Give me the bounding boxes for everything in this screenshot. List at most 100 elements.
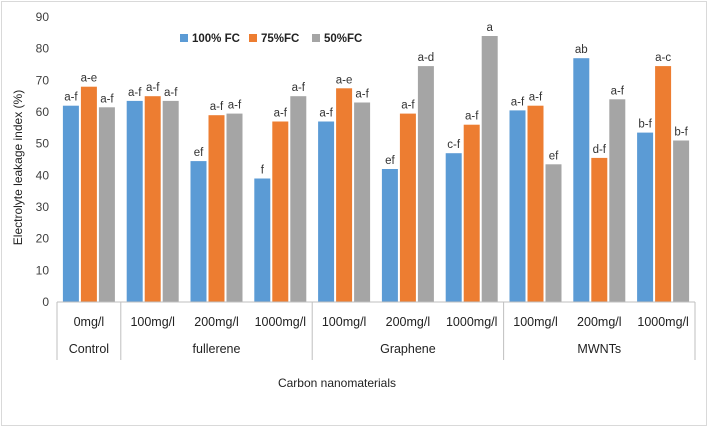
x-category-label: 1000mg/l bbox=[255, 315, 306, 329]
bar-data-label: a-e bbox=[336, 74, 353, 86]
x-group-label: MWNTs bbox=[577, 342, 621, 356]
x-group-label: fullerene bbox=[193, 342, 241, 356]
bar bbox=[98, 107, 115, 303]
legend-swatch bbox=[180, 34, 188, 42]
bar-data-label: c-f bbox=[447, 139, 461, 151]
bar bbox=[481, 36, 498, 302]
bar-data-label: a-f bbox=[228, 100, 242, 112]
bar-data-label: ef bbox=[385, 155, 395, 167]
legend-swatch bbox=[249, 34, 257, 42]
bar-data-label: a-f bbox=[319, 108, 333, 120]
x-category-label: 100mg/l bbox=[130, 315, 174, 329]
bar-data-label: ab bbox=[575, 44, 588, 56]
bar bbox=[509, 110, 526, 303]
bar bbox=[573, 58, 590, 303]
bar bbox=[144, 96, 161, 302]
x-category-label: 0mg/l bbox=[74, 315, 105, 329]
bar-data-label: a-f bbox=[529, 92, 543, 104]
bar-data-label: d-f bbox=[593, 144, 607, 156]
bar-data-label: a-f bbox=[64, 92, 78, 104]
bar bbox=[673, 140, 690, 302]
bar-data-label: a-f bbox=[164, 87, 178, 99]
legend-swatch bbox=[312, 34, 320, 42]
bar-data-label: ef bbox=[549, 150, 559, 162]
bar-data-label: ef bbox=[194, 147, 204, 159]
bar bbox=[463, 124, 480, 302]
bar-data-label: a-f bbox=[100, 93, 114, 105]
legend-label: 100% FC bbox=[192, 33, 240, 45]
bar-data-label: b-f bbox=[638, 119, 652, 131]
x-axis-categories: 0mg/l 100mg/l 200mg/l 1000mg/l 100mg/l 200mg/… bbox=[74, 315, 689, 329]
bar bbox=[445, 153, 462, 302]
y-tick-label: 10 bbox=[36, 263, 50, 277]
bar bbox=[190, 161, 207, 302]
legend-label: 75%FC bbox=[261, 33, 299, 45]
bar bbox=[272, 121, 289, 302]
x-category-label: 200mg/l bbox=[194, 315, 238, 329]
bar bbox=[318, 121, 335, 302]
bar bbox=[226, 113, 243, 302]
bars bbox=[62, 36, 690, 303]
bar bbox=[126, 100, 143, 303]
bar-data-label: a-f bbox=[146, 82, 160, 94]
y-tick-label: 60 bbox=[36, 105, 50, 119]
bar bbox=[545, 164, 562, 303]
bar-data-label: a-f bbox=[274, 108, 288, 120]
x-category-label: 200mg/l bbox=[577, 315, 621, 329]
bar bbox=[162, 100, 179, 303]
bar bbox=[655, 66, 672, 302]
bar bbox=[591, 157, 608, 302]
x-group-label: Control bbox=[69, 342, 109, 356]
legend: 100% FC 75%FC 50%FC bbox=[180, 33, 362, 45]
x-axis-title: Carbon nanomaterials bbox=[278, 376, 396, 390]
bar-data-label: f bbox=[261, 165, 265, 177]
bar bbox=[254, 178, 271, 302]
bar bbox=[637, 132, 654, 302]
bar-data-label: a-f bbox=[128, 87, 142, 99]
bar-data-label: a-f bbox=[292, 82, 306, 94]
y-tick-label: 30 bbox=[36, 200, 50, 214]
bar bbox=[208, 115, 225, 302]
y-axis: 0 10 20 30 40 50 60 70 80 90 bbox=[36, 10, 50, 309]
bar-data-label: a-e bbox=[81, 73, 98, 85]
y-tick-label: 70 bbox=[36, 73, 50, 87]
y-tick-label: 0 bbox=[42, 295, 49, 309]
bar bbox=[399, 113, 416, 302]
axes bbox=[56, 301, 696, 360]
bar bbox=[290, 96, 307, 302]
bar bbox=[354, 102, 371, 302]
x-category-label: 100mg/l bbox=[513, 315, 557, 329]
bar bbox=[381, 169, 398, 302]
y-tick-label: 50 bbox=[36, 137, 50, 151]
bar-data-label: a-f bbox=[611, 85, 625, 97]
bar bbox=[527, 105, 544, 302]
bar-data-label: a-f bbox=[355, 89, 369, 101]
x-category-label: 1000mg/l bbox=[637, 315, 688, 329]
bar-data-label: a-f bbox=[401, 100, 415, 112]
bar bbox=[80, 86, 97, 302]
y-tick-label: 40 bbox=[36, 168, 50, 182]
x-axis-groups: Control fullerene Graphene MWNTs bbox=[69, 302, 621, 360]
y-axis-title: Electrolyte leakage index (%) bbox=[11, 90, 25, 245]
x-category-label: 200mg/l bbox=[386, 315, 430, 329]
bar bbox=[417, 66, 434, 302]
bar-data-label: b-f bbox=[674, 127, 688, 139]
y-tick-label: 80 bbox=[36, 42, 50, 56]
y-tick-label: 90 bbox=[36, 10, 50, 24]
bar-data-label: a bbox=[486, 22, 493, 34]
bar-data-label: a-f bbox=[210, 101, 224, 113]
legend-label: 50%FC bbox=[324, 33, 362, 45]
bar bbox=[336, 88, 353, 303]
bar-data-label: a-d bbox=[418, 52, 435, 64]
x-category-label: 1000mg/l bbox=[446, 315, 497, 329]
bar bbox=[609, 99, 626, 302]
bar-data-label: a-f bbox=[465, 111, 479, 123]
bar bbox=[62, 105, 79, 302]
x-group-label: Graphene bbox=[380, 342, 436, 356]
x-category-label: 100mg/l bbox=[322, 315, 366, 329]
bar-data-label: a-c bbox=[655, 52, 671, 64]
y-tick-label: 20 bbox=[36, 232, 50, 246]
